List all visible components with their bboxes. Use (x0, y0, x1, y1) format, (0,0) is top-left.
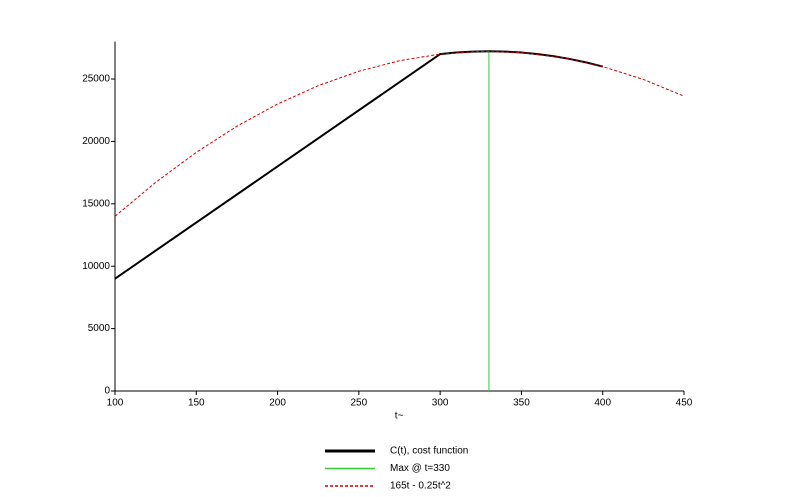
x-tick-label: 200 (269, 398, 286, 409)
y-tick-label: 25000 (82, 74, 110, 85)
x-tick-label: 350 (513, 398, 530, 409)
y-tick-label: 5000 (88, 323, 111, 334)
y-tick-label: 10000 (82, 261, 110, 272)
legend-label: Max @ t=330 (390, 463, 450, 474)
series-line (114, 50, 685, 217)
legend-label: C(t), cost function (390, 446, 468, 457)
y-tick-label: 0 (104, 386, 110, 397)
x-tick-label: 400 (594, 398, 611, 409)
x-tick-label: 250 (351, 398, 368, 409)
x-tick-label: 150 (188, 398, 205, 409)
x-tick-label: 300 (432, 398, 449, 409)
x-tick-label: 100 (107, 398, 124, 409)
series-line (114, 50, 603, 280)
x-tick-label: 450 (676, 398, 693, 409)
legend-label: 165t - 0.25t^2 (390, 481, 451, 492)
y-tick-label: 20000 (82, 136, 110, 147)
x-axis-label: t~ (395, 411, 404, 422)
y-tick-label: 15000 (82, 198, 110, 209)
